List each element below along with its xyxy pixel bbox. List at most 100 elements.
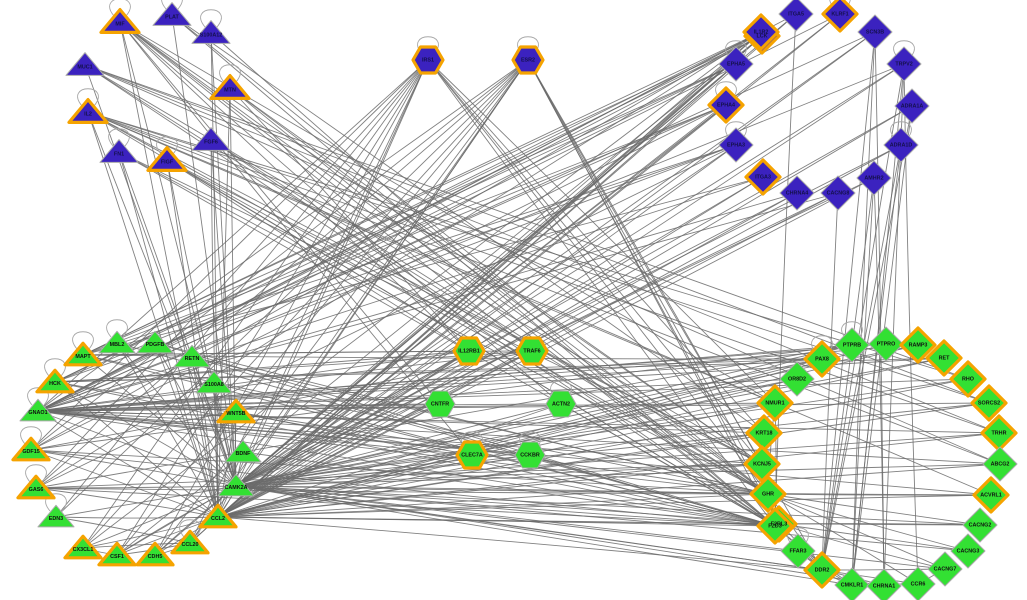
graph-node-acvrl1[interactable] (972, 476, 1010, 514)
graph-node-klrf1[interactable] (821, 0, 859, 33)
edge (54, 381, 237, 487)
graph-node-cdh5[interactable] (135, 541, 175, 567)
graph-node-il12rb1[interactable] (452, 336, 486, 366)
graph-node-ret[interactable] (925, 339, 963, 377)
graph-node-gnao1[interactable] (19, 398, 57, 422)
edge (116, 342, 219, 518)
edge (235, 31, 876, 487)
edge (118, 151, 219, 518)
graph-node-cx3cl1[interactable] (63, 534, 103, 560)
graph-node-muc1[interactable] (65, 52, 105, 76)
graph-node-trpv2[interactable] (886, 46, 922, 82)
graph-node-gdf15[interactable] (11, 436, 51, 462)
graph-node-edn3[interactable] (37, 504, 75, 528)
graph-node-ramp3[interactable] (899, 326, 937, 364)
self-loop-edge (517, 36, 539, 55)
edge (821, 144, 902, 571)
graph-node-mapt[interactable] (63, 341, 103, 367)
graph-node-clec7a[interactable] (455, 440, 489, 470)
graph-node-camk2a[interactable] (217, 473, 255, 497)
graph-node-s100a12[interactable] (191, 20, 231, 44)
edge (217, 432, 1000, 518)
self-loop-edge (109, 0, 131, 17)
graph-node-cacng7[interactable] (927, 551, 963, 587)
graph-node-ghr[interactable] (749, 475, 787, 513)
self-loop-edge (219, 64, 241, 83)
graph-node-mbl2[interactable] (98, 330, 136, 354)
self-loop-edge (77, 88, 99, 107)
graph-node-gas6[interactable] (16, 474, 56, 500)
graph-node-ddr2[interactable] (803, 551, 841, 589)
graph-node-ccl20[interactable] (170, 529, 210, 555)
graph-node-csf1[interactable] (97, 541, 137, 567)
graph-node-nmur1[interactable] (756, 384, 794, 422)
graph-node-wnt5b[interactable] (216, 398, 256, 424)
graph-node-trhr[interactable] (980, 414, 1018, 452)
graph-node-cacng3[interactable] (950, 533, 986, 569)
graph-node-mif[interactable] (99, 8, 141, 34)
graph-node-rho[interactable] (949, 360, 987, 398)
graph-node-amhr2[interactable] (856, 160, 892, 196)
graph-node-bdnf[interactable] (224, 439, 262, 463)
edge (84, 64, 1001, 465)
graph-node-cckbr[interactable] (514, 441, 546, 469)
graph-node-cacng2[interactable] (962, 507, 998, 543)
graph-node-sorcs2[interactable] (970, 384, 1008, 422)
graph-node-fgf6[interactable] (191, 127, 231, 151)
graph-node-esr2[interactable] (511, 45, 545, 75)
graph-node-epha3[interactable] (718, 127, 754, 163)
graph-node-retn[interactable] (173, 344, 211, 368)
graph-node-ccr6[interactable] (900, 566, 936, 600)
edge (116, 59, 429, 556)
graph-node-chrna1[interactable] (866, 568, 902, 600)
graph-node-cntfr[interactable] (424, 390, 456, 418)
graph-node-il1r2[interactable] (742, 13, 780, 51)
edge (30, 31, 762, 451)
graph-node-chrna4[interactable] (779, 175, 815, 211)
graph-node-ccl2[interactable] (198, 503, 238, 529)
graph-node-irs1[interactable] (411, 45, 445, 75)
graph-node-hck[interactable] (35, 368, 75, 394)
graph-node-itga5[interactable] (778, 0, 814, 32)
graph-node-epha5[interactable] (718, 46, 754, 82)
graph-node-adra1a[interactable] (894, 88, 930, 124)
graph-node-ptpro[interactable] (868, 326, 904, 362)
edge (82, 485, 237, 549)
self-loop-edge (787, 527, 809, 546)
graph-node-s100a8[interactable] (195, 370, 233, 394)
nodes-layer[interactable] (11, 0, 1018, 600)
graph-node-ffar3[interactable] (780, 533, 816, 569)
graph-node-abcg2[interactable] (982, 446, 1018, 482)
graph-node-ptprb[interactable] (834, 327, 870, 363)
graph-node-epha4[interactable] (707, 86, 745, 124)
graph-node-cmklr1[interactable] (834, 567, 870, 600)
graph-node-actn2[interactable] (545, 390, 577, 418)
graph-node-cacng8[interactable] (820, 175, 856, 211)
graph-node-scn3b[interactable] (857, 14, 893, 50)
graph-node-pdgfb[interactable] (136, 330, 174, 354)
graph-node-adra1d[interactable] (883, 127, 919, 163)
self-loop-edge (893, 40, 915, 59)
graph-node-pax8[interactable] (803, 340, 841, 378)
self-loop-edge (811, 335, 833, 354)
edge (55, 516, 219, 519)
edge (82, 59, 529, 549)
edge (154, 59, 429, 556)
graph-node-figf[interactable] (146, 146, 188, 172)
graph-node-il2[interactable] (67, 98, 109, 124)
graph-node-or8d2[interactable] (779, 361, 815, 397)
graph-node-plat[interactable] (152, 2, 192, 26)
graph-node-mtn[interactable] (209, 74, 251, 100)
self-loop-edge (829, 0, 851, 9)
graph-node-itga3[interactable] (744, 158, 782, 196)
edge (217, 63, 905, 518)
edge (778, 523, 946, 570)
graph-node-fn1[interactable] (99, 139, 139, 163)
graph-node-traf6[interactable] (515, 336, 549, 366)
graph-node-fzd3[interactable] (756, 507, 794, 545)
self-loop-edge (725, 40, 747, 59)
edge (774, 13, 797, 527)
edge (166, 159, 237, 487)
